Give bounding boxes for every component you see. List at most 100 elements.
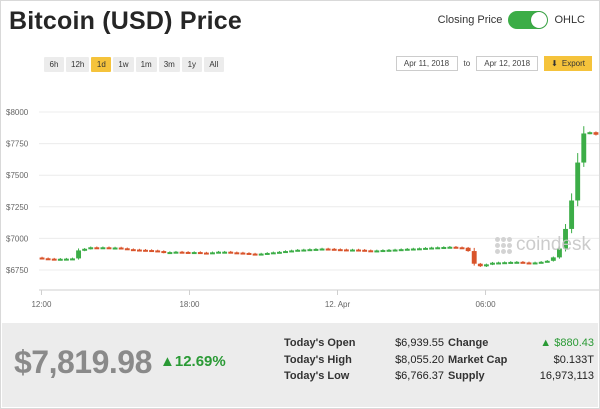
candle[interactable]	[374, 249, 380, 253]
candle[interactable]	[289, 249, 295, 253]
candle[interactable]	[106, 246, 112, 250]
candle[interactable]	[124, 247, 130, 251]
date-to-input[interactable]	[476, 56, 539, 71]
candle[interactable]	[569, 193, 575, 234]
candle[interactable]	[143, 249, 148, 252]
candle[interactable]	[63, 257, 69, 261]
candle[interactable]	[490, 261, 495, 266]
candle[interactable]	[283, 250, 288, 254]
candle[interactable]	[520, 261, 526, 264]
candle[interactable]	[587, 131, 593, 135]
candle[interactable]	[264, 252, 270, 255]
candle[interactable]	[51, 257, 57, 261]
candle[interactable]	[240, 251, 246, 255]
candle[interactable]	[483, 263, 489, 267]
candle[interactable]	[173, 250, 179, 254]
candle[interactable]	[380, 249, 386, 253]
candle[interactable]	[575, 153, 581, 207]
candle[interactable]	[179, 250, 185, 254]
candle[interactable]	[343, 248, 349, 252]
candle[interactable]	[465, 246, 471, 252]
candle[interactable]	[477, 262, 483, 267]
date-from-input[interactable]	[395, 56, 458, 71]
candle[interactable]	[337, 248, 343, 252]
candle[interactable]	[453, 246, 459, 249]
candle[interactable]	[435, 246, 441, 250]
range-6h-button[interactable]: 6h	[44, 57, 64, 72]
candle[interactable]	[155, 249, 161, 253]
candle[interactable]	[331, 248, 337, 251]
candle[interactable]	[167, 251, 173, 255]
range-1m-button[interactable]: 1m	[135, 57, 157, 72]
candle[interactable]	[270, 251, 276, 255]
candle[interactable]	[136, 248, 142, 252]
candle[interactable]	[459, 246, 465, 250]
candle[interactable]	[112, 246, 118, 250]
candle[interactable]	[100, 246, 106, 250]
candle[interactable]	[234, 251, 240, 255]
export-button[interactable]: ⬇ Export	[544, 56, 592, 71]
candle[interactable]	[319, 247, 325, 251]
candle[interactable]	[392, 248, 398, 252]
candle[interactable]	[386, 249, 392, 252]
candle[interactable]	[325, 247, 331, 251]
candle[interactable]	[532, 261, 538, 265]
candle[interactable]	[356, 248, 362, 252]
candle[interactable]	[496, 261, 502, 265]
candle[interactable]	[313, 248, 319, 251]
candle[interactable]	[350, 248, 355, 252]
candle[interactable]	[508, 261, 514, 264]
candle[interactable]	[185, 251, 191, 254]
candle[interactable]	[70, 257, 75, 261]
closing-price-label[interactable]: Closing Price	[437, 14, 503, 26]
ohlc-label[interactable]: OHLC	[554, 14, 585, 26]
candle[interactable]	[76, 248, 82, 260]
candle[interactable]	[228, 250, 234, 254]
candle[interactable]	[149, 249, 155, 253]
candle[interactable]	[362, 249, 368, 252]
candle[interactable]	[258, 252, 264, 256]
candle[interactable]	[82, 248, 88, 252]
candle[interactable]	[39, 256, 45, 260]
candle[interactable]	[222, 250, 228, 254]
candle[interactable]	[581, 126, 587, 167]
range-1w-button[interactable]: 1w	[113, 57, 134, 72]
candle[interactable]	[398, 248, 404, 252]
candle[interactable]	[307, 248, 313, 252]
range-1y-button[interactable]: 1y	[181, 57, 202, 72]
chart-mode-toggle[interactable]	[508, 11, 549, 29]
candle[interactable]	[88, 246, 94, 250]
candle[interactable]	[276, 251, 282, 254]
candle[interactable]	[563, 224, 568, 252]
candle[interactable]	[203, 251, 209, 255]
candle[interactable]	[441, 246, 447, 250]
candle[interactable]	[410, 247, 416, 251]
candle[interactable]	[404, 248, 410, 251]
candle[interactable]	[423, 247, 428, 250]
candle[interactable]	[45, 257, 51, 261]
candle[interactable]	[544, 260, 550, 263]
candle[interactable]	[593, 131, 599, 136]
candle[interactable]	[526, 261, 532, 265]
candle[interactable]	[246, 252, 252, 255]
range-3m-button[interactable]: 3m	[158, 57, 180, 72]
candle[interactable]	[191, 251, 197, 255]
candle[interactable]	[471, 247, 477, 266]
range-all-button[interactable]: All	[203, 57, 224, 72]
candle[interactable]	[94, 246, 100, 250]
candle[interactable]	[252, 252, 258, 256]
candle[interactable]	[514, 261, 520, 264]
candle[interactable]	[550, 256, 556, 262]
candle[interactable]	[118, 246, 124, 250]
candle[interactable]	[295, 249, 301, 252]
candle[interactable]	[197, 251, 203, 255]
candle[interactable]	[502, 261, 508, 265]
candle[interactable]	[216, 250, 222, 254]
candle[interactable]	[368, 249, 374, 253]
candle[interactable]	[57, 258, 63, 261]
candle[interactable]	[301, 248, 307, 252]
candle[interactable]	[447, 246, 453, 249]
candle[interactable]	[130, 248, 136, 252]
candle[interactable]	[416, 247, 422, 251]
candle[interactable]	[161, 250, 167, 254]
